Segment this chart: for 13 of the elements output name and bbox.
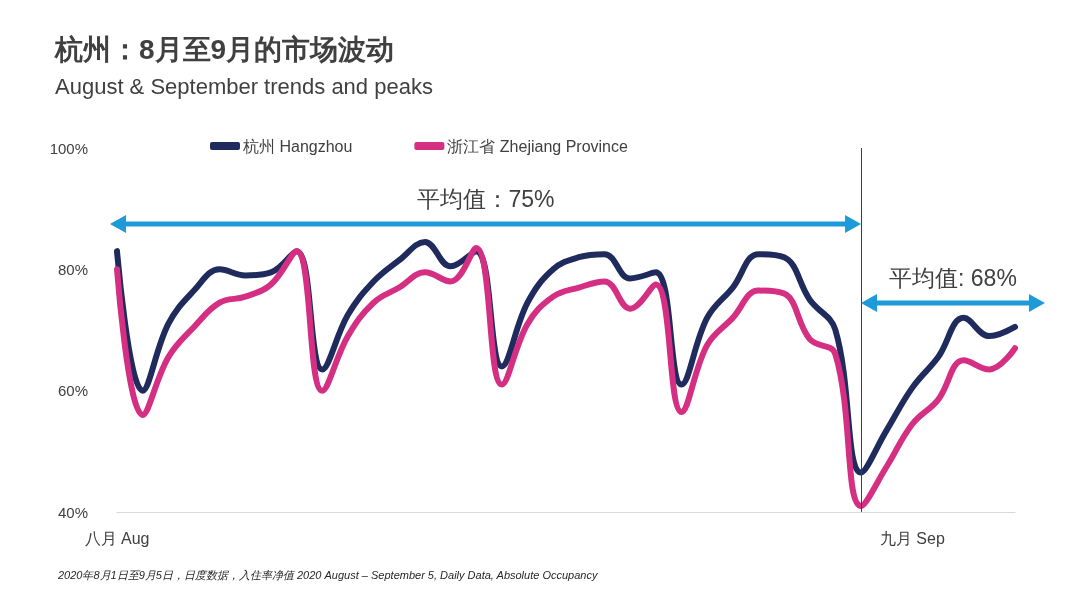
annotation: 平均值: 68% [889, 265, 1017, 292]
legend-label: 浙江省 Zhejiang Province [447, 137, 629, 155]
y-tick-label: 40% [57, 503, 88, 521]
text: 2020年8月1日至9月5日，日度数据，入住率净值 2020 August – September 5, Daily Data, Absolute Occupancy [58, 569, 598, 582]
y-tick-label: 60% [57, 382, 88, 400]
y-tick-label: 80% [57, 260, 88, 278]
chart-subtitle: August & September trends and peaks [55, 73, 433, 99]
annotation: 平均值：75% [416, 186, 555, 213]
chart-title: 杭州：8月至9月的市场波动 [54, 33, 395, 65]
legend-label: 杭州 Hangzhou [242, 137, 353, 155]
x-tick-label: 八月 Aug [84, 529, 150, 547]
y-tick-label: 100% [49, 139, 88, 157]
x-tick-label: 九月 Sep [879, 529, 945, 547]
